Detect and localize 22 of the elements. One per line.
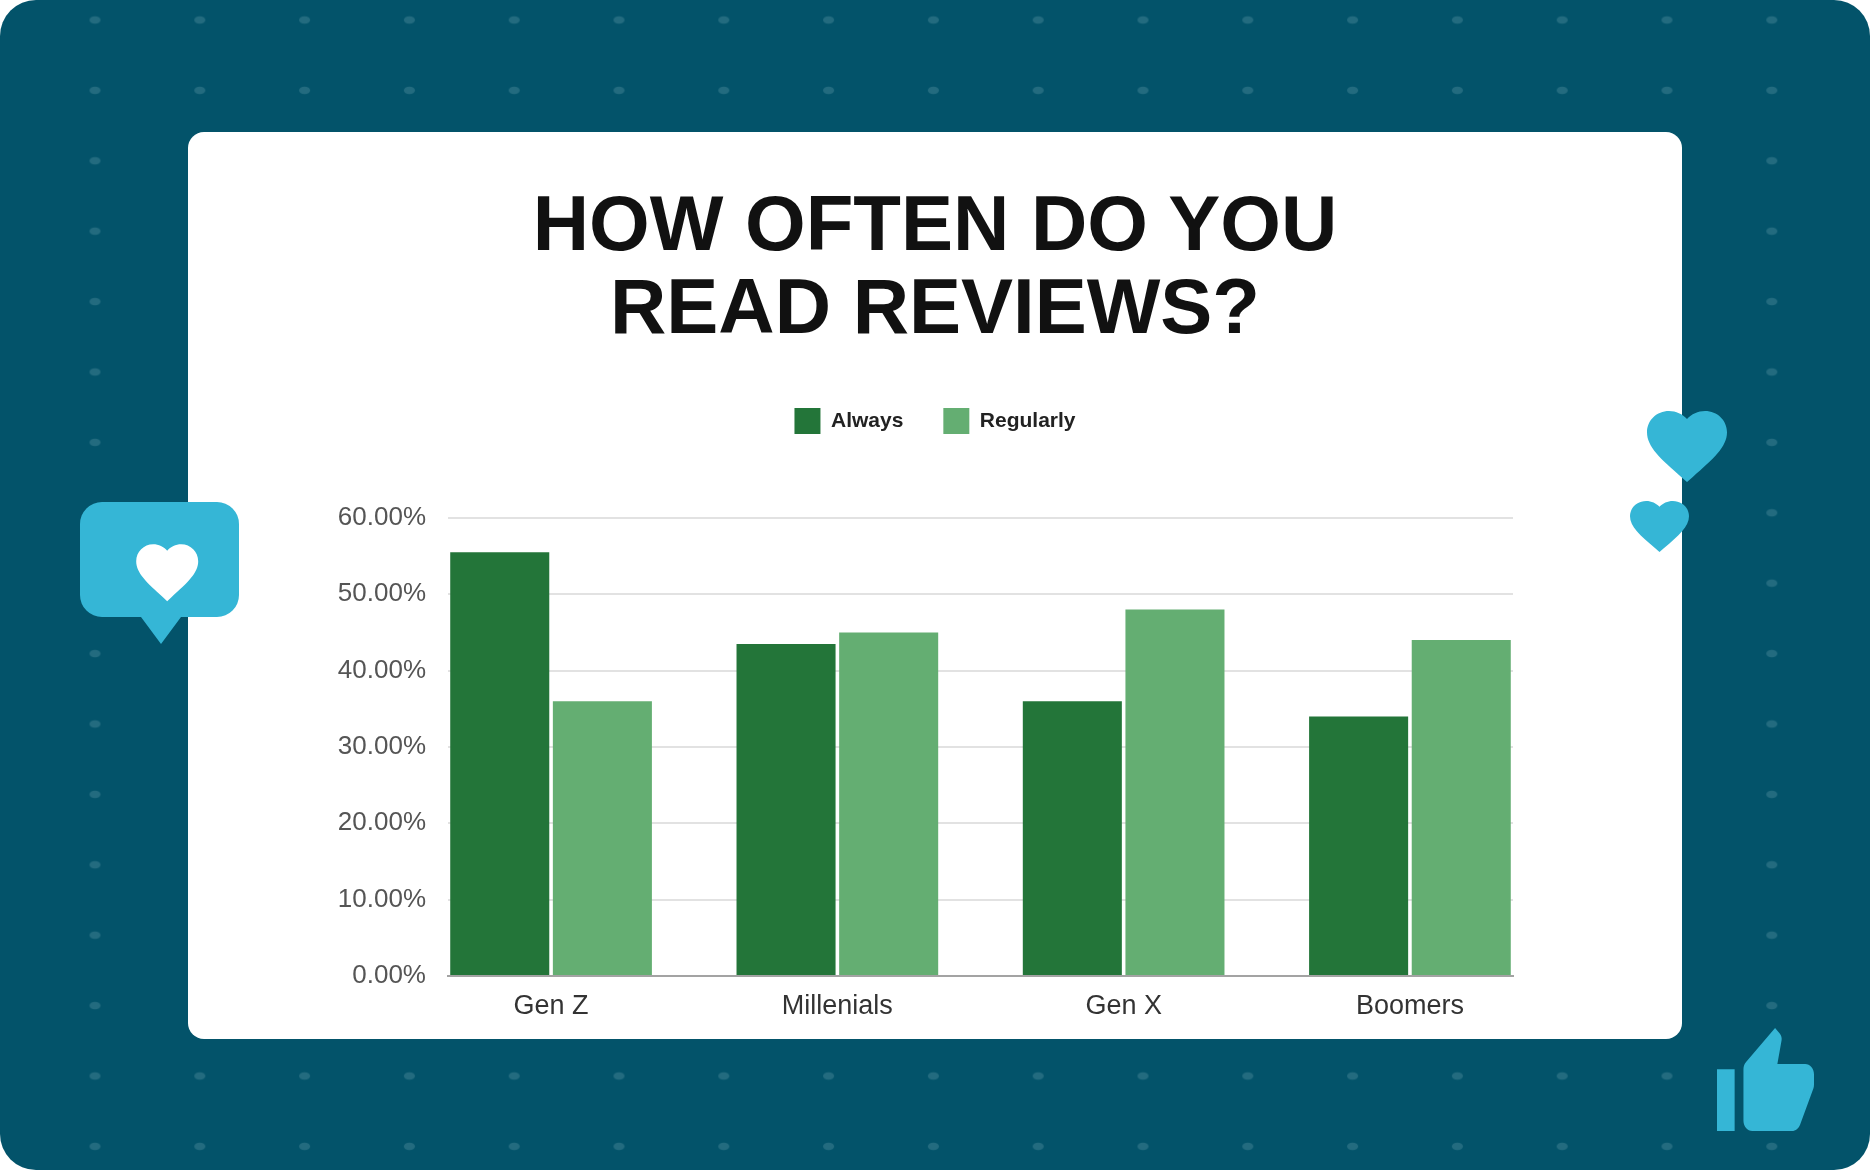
legend-label: Always [830, 407, 904, 431]
bar [1309, 716, 1409, 975]
y-tick-label: 0.00% [352, 959, 426, 990]
bar [450, 552, 550, 975]
bar [736, 643, 836, 975]
x-tick-label: Boomers [1355, 989, 1464, 1020]
x-tick-label: Millenials [781, 989, 893, 1020]
bar [552, 701, 652, 975]
y-tick-label: 30.00% [337, 730, 426, 761]
y-tick-label: 60.00% [337, 501, 426, 532]
bar [1125, 609, 1225, 975]
bar [1411, 640, 1511, 975]
legend-label: Regularly [979, 407, 1076, 431]
chart-title: HOW OFTEN DO YOU READ REVIEWS? [532, 179, 1338, 350]
y-tick-label: 10.00% [337, 882, 426, 913]
bar [1022, 701, 1122, 975]
x-tick-label: Gen X [1085, 989, 1162, 1020]
y-tick-label: 40.00% [337, 653, 426, 684]
y-tick-label: 20.00% [337, 806, 426, 837]
y-tick-label: 50.00% [337, 577, 426, 608]
bar [839, 632, 939, 975]
x-tick-label: Gen Z [513, 989, 589, 1020]
